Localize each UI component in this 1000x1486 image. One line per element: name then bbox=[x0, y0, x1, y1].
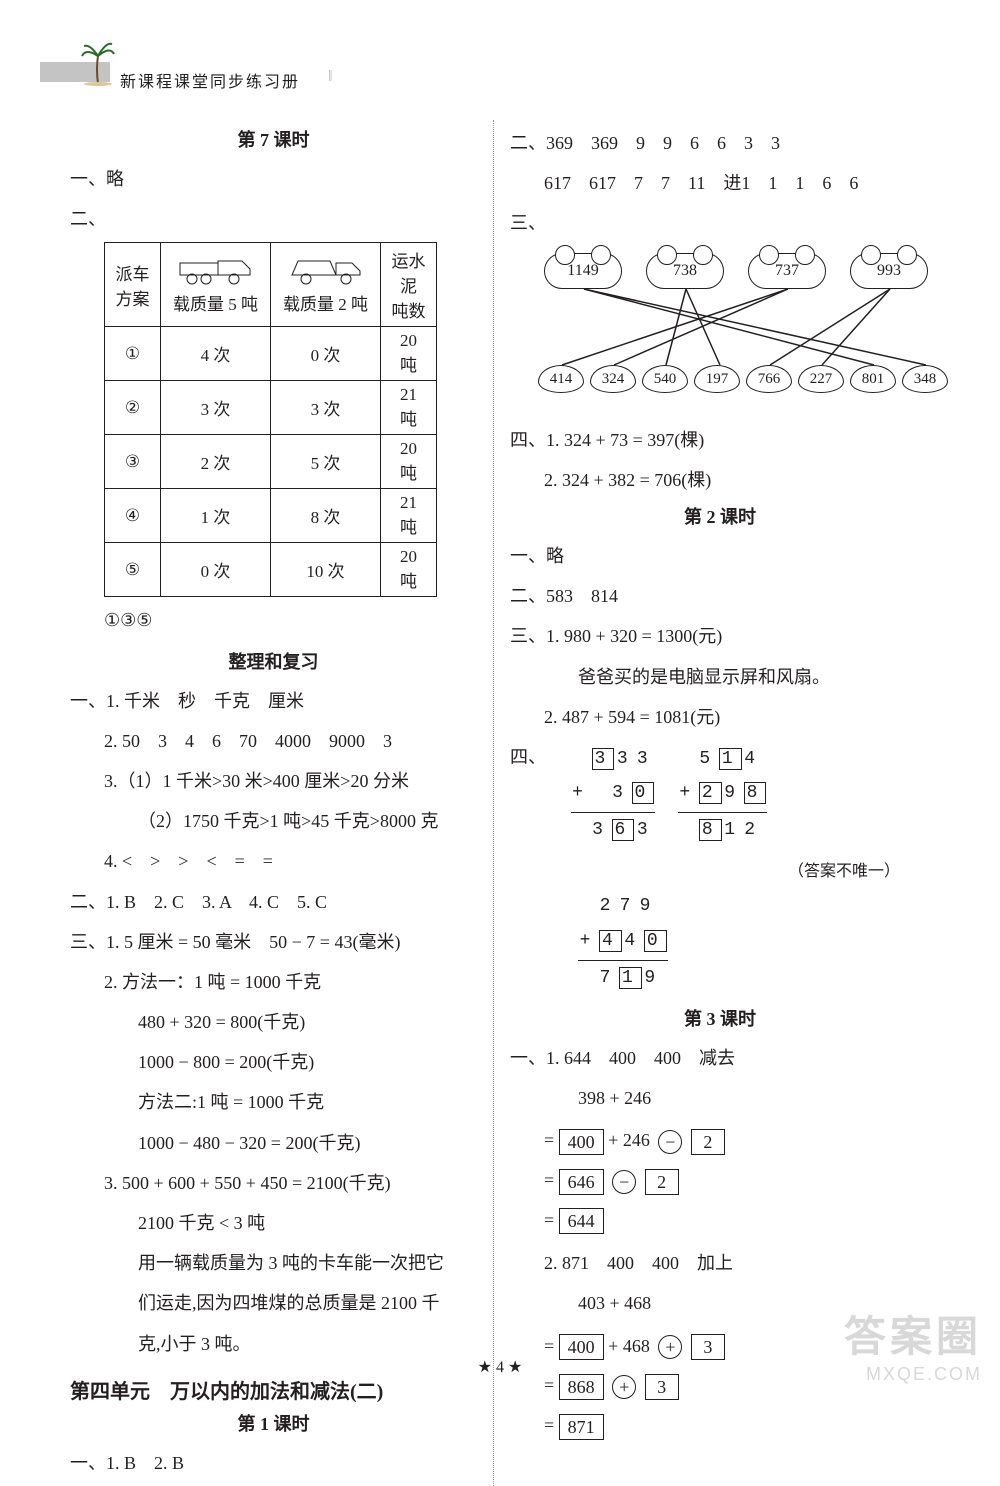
vertical-sum-1: 333 + 30 363 bbox=[571, 742, 656, 848]
truck-plan-table: 派车 方案 载质量 5 吨 bbox=[104, 242, 437, 597]
table-header: 载质量 5 吨 bbox=[161, 243, 271, 327]
matching-diagram: 1149 738 737 993 414 324 540 197 766 227… bbox=[510, 245, 930, 415]
table-row: ③2 次5 次20 吨 bbox=[105, 435, 437, 489]
text-line: 398 + 246 bbox=[510, 1081, 930, 1115]
vertical-sum-3: 279 +440 719 bbox=[510, 887, 930, 999]
watermark: 答案圈 MXQE.COM bbox=[844, 1303, 982, 1385]
watermark-text-1: 答案圈 bbox=[844, 1303, 982, 1364]
text-line: 二、583 814 bbox=[510, 579, 930, 613]
text-line: 二、1. B 2. C 3. A 4. C 5. C bbox=[70, 885, 477, 919]
step-calc-1: = 400 + 246 − 2 = 646 − 2 = 644 bbox=[544, 1121, 930, 1240]
leaf-node: 348 bbox=[902, 365, 948, 393]
text-line: 2100 千克 < 3 吨 bbox=[70, 1206, 477, 1240]
text-line: 3. 500 + 600 + 550 + 450 = 2100(千克) bbox=[70, 1166, 477, 1200]
text-line: 一、略 bbox=[70, 162, 477, 196]
palm-tree-icon bbox=[80, 42, 116, 86]
lesson-3-title: 第 3 课时 bbox=[510, 1005, 930, 1031]
text-line: 二、 bbox=[70, 202, 477, 236]
answer-note: （答案不唯一） bbox=[510, 857, 900, 881]
watermark-text-2: MXQE.COM bbox=[844, 1364, 982, 1385]
text-line: 一、1. 644 400 400 减去 bbox=[510, 1041, 930, 1075]
lesson-1-title: 第 1 课时 bbox=[70, 1410, 477, 1436]
book-title: 新课程课堂同步练习册 bbox=[120, 68, 300, 92]
text-line: 2. 324 + 382 = 706(棵) bbox=[510, 463, 930, 497]
text-line: 方法二:1 吨 = 1000 千克 bbox=[70, 1085, 477, 1119]
left-column: 第 7 课时 一、略 二、 派车 方案 载质量 5 吨 bbox=[70, 120, 477, 1486]
text-line: 2. 871 400 400 加上 bbox=[510, 1246, 930, 1280]
text-line: 一、略 bbox=[510, 539, 930, 573]
table-row: ④1 次8 次21 吨 bbox=[105, 489, 437, 543]
lesson-7-title: 第 7 课时 bbox=[70, 126, 477, 152]
unit-4-title: 第四单元 万以内的加法和减法(二) bbox=[70, 1375, 477, 1404]
text-line: 二、369 369 9 9 6 6 3 3 bbox=[510, 126, 930, 160]
vertical-sum-2: 514 +298 812 bbox=[678, 742, 768, 848]
text-line: 一、1. 千米 秒 千克 厘米 bbox=[70, 684, 477, 718]
cloud-node: 993 bbox=[850, 253, 928, 289]
truck-2t-icon bbox=[286, 255, 366, 285]
cloud-node: 737 bbox=[748, 253, 826, 289]
text-line: （2）1750 千克>1 吨>45 千克>8000 克 bbox=[70, 804, 477, 838]
table-row: ⑤0 次10 次20 吨 bbox=[105, 543, 437, 597]
table-header: 派车 方案 bbox=[105, 243, 161, 327]
vertical-addition-row: 四、 333 + 30 363 514 +298 812 bbox=[510, 740, 930, 852]
table-header: 载质量 2 吨 bbox=[271, 243, 381, 327]
text-line: 1000 − 480 − 320 = 200(千克) bbox=[70, 1126, 477, 1160]
right-column: 二、369 369 9 9 6 6 3 3 617 617 7 7 11 进1 … bbox=[510, 120, 930, 1486]
text-line: 三、 bbox=[510, 213, 546, 233]
text-line: 2. 方法一：1 吨 = 1000 千克 bbox=[70, 965, 477, 999]
cloud-node: 1149 bbox=[544, 253, 622, 289]
table-row: ②3 次3 次21 吨 bbox=[105, 381, 437, 435]
text-line: 用一辆载质量为 3 吨的卡车能一次把它 bbox=[70, 1246, 477, 1280]
text-line: 三、1. 980 + 320 = 1300(元) bbox=[510, 619, 930, 653]
review-title: 整理和复习 bbox=[70, 648, 477, 674]
header-divider-mark: ‖ bbox=[328, 68, 333, 86]
column-divider bbox=[493, 120, 494, 1486]
lesson-2-title: 第 2 课时 bbox=[510, 503, 930, 529]
table-row: ①4 次0 次20 吨 bbox=[105, 327, 437, 381]
text-line: 1000 − 800 = 200(千克) bbox=[70, 1045, 477, 1079]
cloud-node: 738 bbox=[646, 253, 724, 289]
table-header: 运水泥 吨数 bbox=[381, 243, 437, 327]
text-line: 四、1. 324 + 73 = 397(棵) bbox=[510, 423, 930, 457]
table-answer: ①③⑤ bbox=[70, 603, 477, 637]
text-line: 爸爸买的是电脑显示屏和风扇。 bbox=[510, 660, 930, 694]
text-line: 4. < > > < = = bbox=[70, 844, 477, 878]
text-line: 617 617 7 7 11 进1 1 1 6 6 bbox=[510, 166, 930, 200]
text-line: 3.（1）1 千米>30 米>400 厘米>20 分米 bbox=[70, 764, 477, 798]
text-line: 2. 50 3 4 6 70 4000 9000 3 bbox=[70, 724, 477, 758]
truck-5t-icon bbox=[176, 255, 256, 285]
text-line: 480 + 320 = 800(千克) bbox=[70, 1005, 477, 1039]
text-line: 2. 487 + 594 = 1081(元) bbox=[510, 700, 930, 734]
text-line: 三、1. 5 厘米 = 50 毫米 50 − 7 = 43(毫米) bbox=[70, 925, 477, 959]
text-line: 克,小于 3 吨。 bbox=[70, 1327, 477, 1361]
text-line: 们运走,因为四堆煤的总质量是 2100 千 bbox=[70, 1286, 477, 1320]
text-line: 一、1. B 2. B bbox=[70, 1446, 477, 1480]
